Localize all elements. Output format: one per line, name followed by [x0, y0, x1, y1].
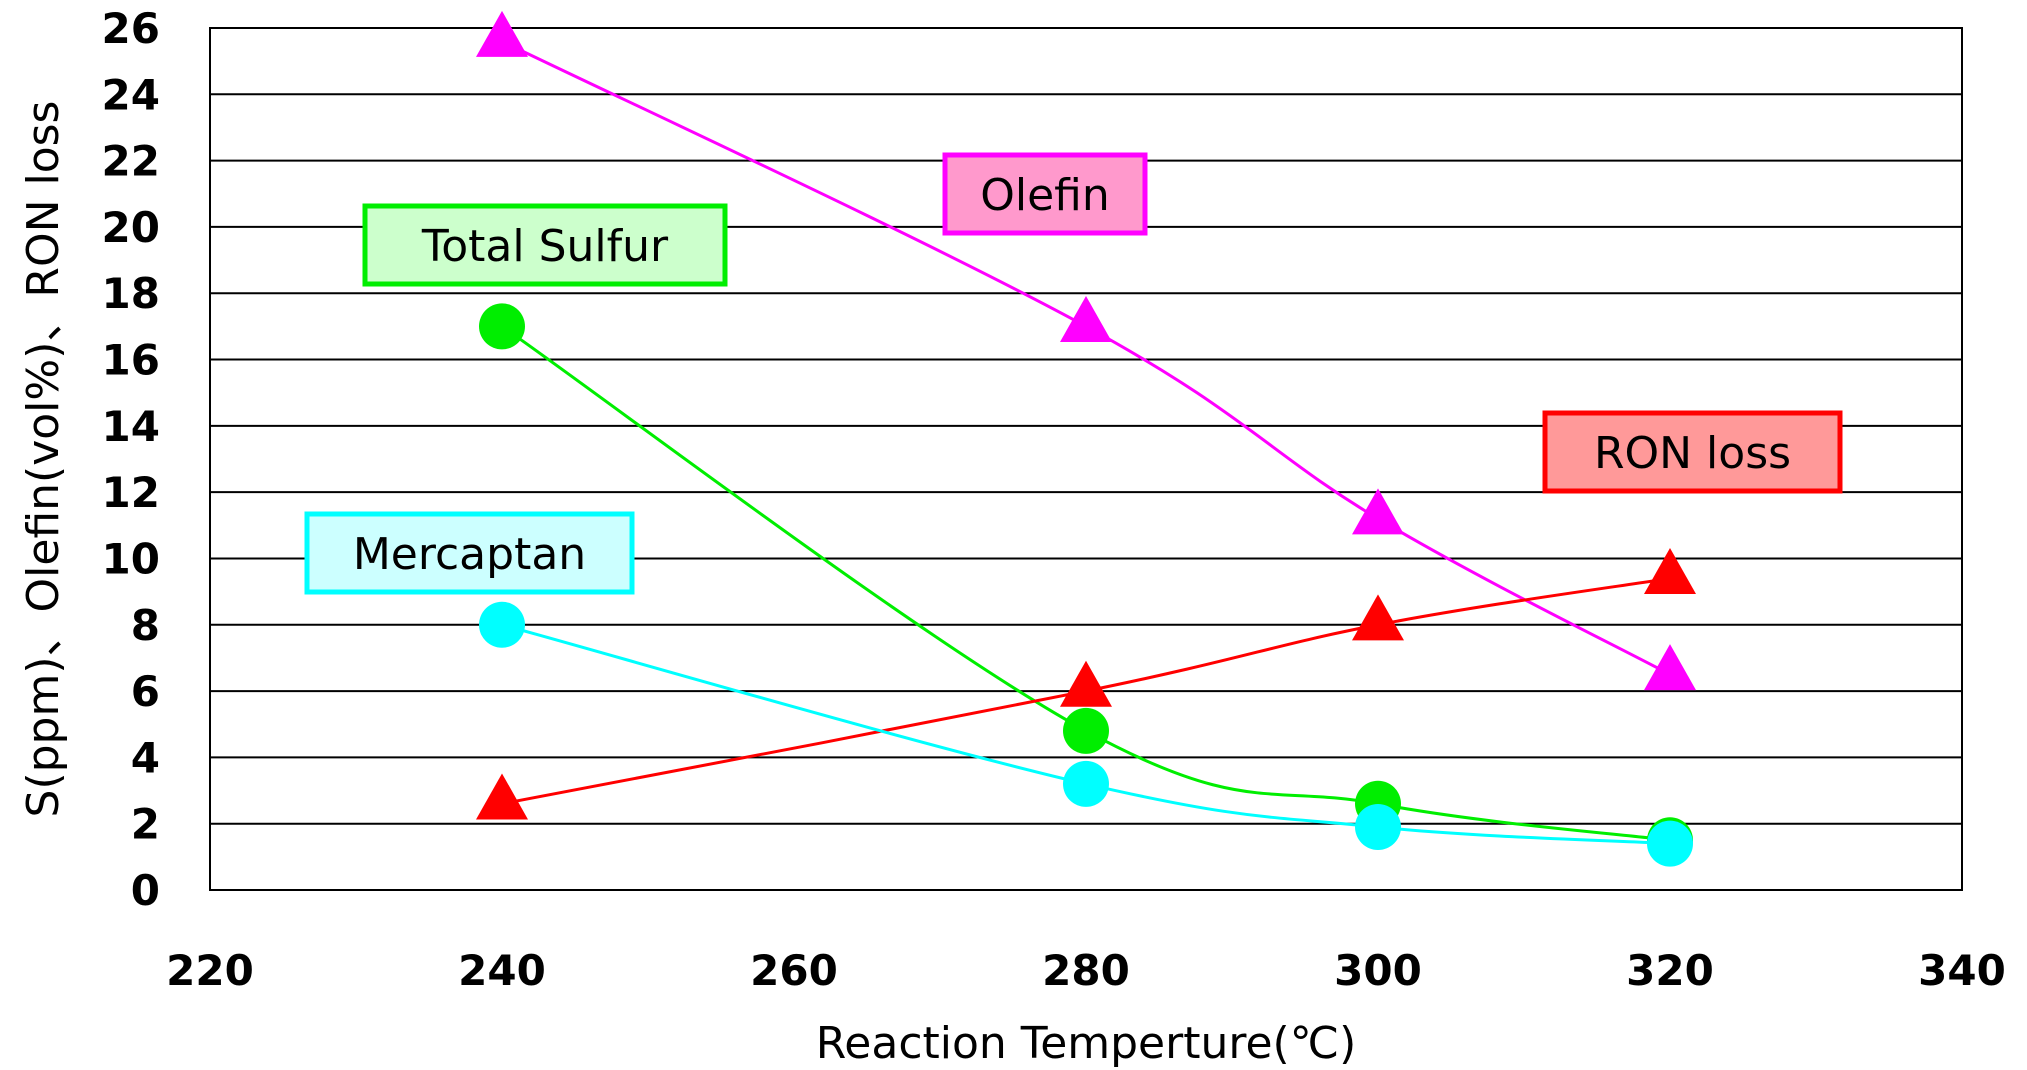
x-tick-label: 340 [1918, 946, 2006, 995]
series-label-box [362, 203, 728, 287]
y-tick-label: 18 [102, 269, 160, 318]
series-line-mercaptan [501, 623, 1671, 846]
y-tick-label: 14 [102, 402, 160, 451]
y-tick-label: 20 [102, 203, 160, 252]
series-label-text: Olefin [980, 170, 1110, 221]
data-point-total-sulfur [1063, 707, 1109, 754]
data-point-ron-loss [1352, 594, 1404, 641]
series-line-total-sulfur [501, 325, 1671, 842]
x-tick-label: 220 [166, 946, 254, 995]
x-tick-label: 320 [1626, 946, 1714, 995]
y-tick-label: 2 [131, 800, 160, 849]
series-label-ron-loss: RON loss [1542, 410, 1843, 494]
y-tick-label: 8 [131, 601, 160, 650]
y-tick-label: 24 [102, 70, 160, 119]
x-tick-label: 240 [458, 946, 546, 995]
data-point-olefin [1060, 296, 1112, 343]
x-tick-label: 280 [1042, 946, 1130, 995]
y-axis-title: S(ppm)、Olefin(vol%)、RON loss [18, 101, 69, 818]
data-point-mercaptan [1355, 804, 1401, 851]
series-label-box [942, 152, 1148, 236]
plot-area-frame [209, 27, 1963, 891]
data-point-ron-loss [476, 773, 528, 820]
data-point-mercaptan [1063, 760, 1109, 807]
y-tick-label: 22 [102, 137, 160, 186]
y-tick-label: 16 [102, 336, 160, 385]
y-tick-label: 4 [131, 733, 160, 782]
y-tick-label: 10 [102, 534, 160, 583]
x-tick-label: 260 [750, 946, 838, 995]
series-ron-loss [476, 547, 1696, 820]
series-label-text: Mercaptan [353, 529, 586, 580]
series [476, 10, 1696, 867]
series-label-text: Total Sulfur [421, 221, 669, 272]
series-label-text: RON loss [1594, 428, 1791, 479]
x-axis-title: Reaction Temperture(℃) [816, 1018, 1357, 1069]
data-point-total-sulfur [479, 303, 525, 350]
x-tick-label: 300 [1334, 946, 1422, 995]
data-point-ron-loss [1644, 547, 1696, 594]
data-point-mercaptan [479, 601, 525, 648]
y-tick-label: 26 [102, 4, 160, 53]
data-point-olefin [1352, 488, 1404, 535]
series-label-box [304, 511, 635, 595]
y-tick-label: 0 [131, 866, 160, 915]
series-labels: Olefin Total Sulfur RON loss Mercaptan [304, 152, 1843, 595]
series-label-box [1542, 410, 1843, 494]
series-line-olefin [501, 39, 1671, 676]
data-point-olefin [476, 10, 528, 57]
data-point-ron-loss [1060, 660, 1112, 707]
grid [210, 93, 1962, 825]
data-point-olefin [1644, 644, 1696, 691]
y-tick-label: 12 [102, 468, 160, 517]
y-tick-label: 6 [131, 667, 160, 716]
x-tick-labels: 220 240 260 280 300 320 340 [166, 946, 2006, 995]
series-label-olefin: Olefin [942, 152, 1148, 236]
series-label-mercaptan: Mercaptan [304, 511, 635, 595]
series-olefin [476, 10, 1696, 691]
series-mercaptan [479, 601, 1693, 867]
data-point-mercaptan [1647, 820, 1693, 867]
series-line-ron-loss [501, 576, 1671, 806]
series-label-total-sulfur: Total Sulfur [362, 203, 728, 287]
